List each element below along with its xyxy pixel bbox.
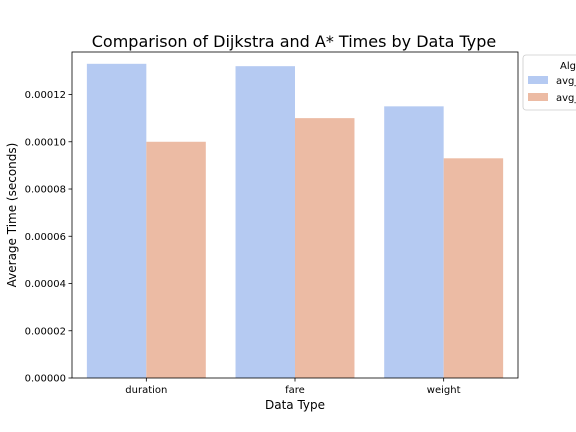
y-tick-label: 0.00006 — [25, 232, 66, 243]
bar-series1-fare — [235, 66, 295, 379]
bar-series1-duration — [86, 63, 147, 379]
legend-label: avg_ — [556, 76, 576, 87]
bar-series1-weight — [384, 106, 444, 378]
x-axis-label: Data Type — [265, 398, 325, 412]
x-tick-label: weight — [427, 385, 461, 396]
bar-series2-duration — [146, 141, 206, 378]
y-tick-label: 0.00002 — [25, 326, 66, 337]
y-tick-label: 0.00008 — [25, 185, 66, 196]
bar-series2-fare — [295, 118, 355, 378]
x-tick-label: duration — [125, 385, 167, 396]
chart-title: Comparison of Dijkstra and A* Times by D… — [92, 32, 497, 51]
x-tick-label: fare — [285, 385, 305, 396]
y-tick-label: 0.00010 — [25, 137, 66, 148]
bars-group — [86, 63, 504, 379]
legend-swatch — [528, 93, 548, 101]
legend-title: Alg — [560, 61, 576, 72]
y-tick-label: 0.00012 — [25, 90, 66, 101]
legend-swatch — [528, 76, 548, 84]
y-tick-label: 0.00000 — [25, 374, 66, 385]
bar-series2-weight — [443, 158, 504, 378]
legend: Alg avg_ avg_ — [522, 54, 576, 111]
plot-frame — [71, 51, 519, 379]
x-axis: duration fare weight — [125, 378, 461, 396]
legend-label: avg_ — [556, 93, 576, 104]
y-axis-label: Average Time (seconds) — [5, 143, 19, 288]
y-tick-label: 0.00004 — [25, 279, 66, 290]
y-axis: 0.00000 0.00002 0.00004 0.00006 0.00008 0.000… — [25, 90, 72, 385]
